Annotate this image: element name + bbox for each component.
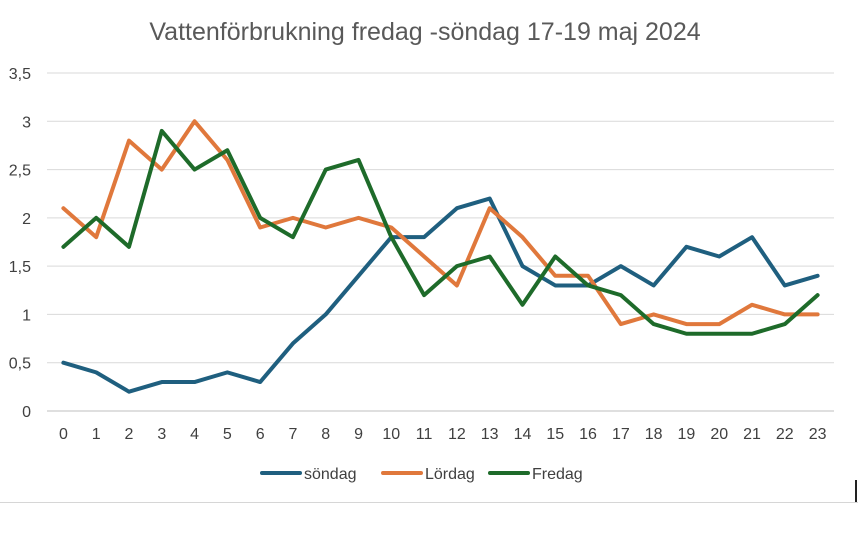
x-tick-label: 22 — [776, 426, 794, 443]
x-tick-label: 9 — [354, 426, 363, 443]
x-tick-label: 14 — [514, 426, 532, 443]
y-tick-label: 0 — [22, 404, 31, 421]
y-tick-label: 1 — [22, 307, 31, 324]
x-tick-label: 7 — [288, 426, 297, 443]
y-tick-label: 0,5 — [9, 356, 31, 373]
x-axis-tick-labels: 0 1 2 3 4 5 6 7 8 9 10 11 12 13 14 15 16 17 18 19 20 21 22 23 — [59, 426, 827, 443]
x-tick-label: 10 — [382, 426, 400, 443]
legend-label: Fredag — [532, 466, 583, 483]
x-tick-label: 12 — [448, 426, 466, 443]
x-tick-label: 3 — [157, 426, 166, 443]
x-tick-label: 23 — [809, 426, 827, 443]
series-line-fredag — [61, 128, 820, 336]
y-tick-label: 2,5 — [9, 163, 31, 180]
x-tick-label: 0 — [59, 426, 68, 443]
bottom-divider — [0, 502, 858, 503]
y-tick-label: 3 — [22, 114, 31, 131]
x-tick-label: 15 — [546, 426, 564, 443]
x-tick-label: 8 — [321, 426, 330, 443]
x-tick-label: 19 — [678, 426, 696, 443]
x-tick-label: 11 — [416, 426, 433, 443]
chart-title: Vattenförbrukning fredag -söndag 17-19 m… — [149, 18, 700, 46]
y-tick-label: 3,5 — [9, 66, 31, 83]
x-tick-label: 17 — [612, 426, 630, 443]
legend-label: söndag — [304, 466, 357, 483]
x-tick-label: 4 — [190, 426, 199, 443]
x-tick-label: 13 — [481, 426, 499, 443]
y-axis-tick-labels: 0 0,5 1 1,5 2 2,5 3 3,5 — [9, 66, 31, 421]
y-tick-label: 2 — [22, 211, 31, 228]
x-tick-label: 21 — [743, 426, 761, 443]
legend: söndag Lördag Fredag — [260, 466, 583, 483]
edge-divider — [855, 480, 857, 502]
x-tick-label: 20 — [710, 426, 728, 443]
x-tick-label: 18 — [645, 426, 663, 443]
legend-label: Lördag — [425, 466, 475, 483]
series-line-lördag — [61, 119, 820, 327]
line-chart: Vattenförbrukning fredag -söndag 17-19 m… — [9, 18, 834, 483]
y-tick-label: 1,5 — [9, 259, 31, 276]
series-line-söndag — [61, 196, 820, 394]
series-lines — [61, 119, 820, 394]
x-tick-label: 2 — [125, 426, 134, 443]
x-tick-label: 16 — [579, 426, 597, 443]
x-tick-label: 6 — [256, 426, 265, 443]
x-tick-label: 5 — [223, 426, 232, 443]
x-tick-label: 1 — [92, 426, 101, 443]
gridlines — [47, 72, 834, 412]
